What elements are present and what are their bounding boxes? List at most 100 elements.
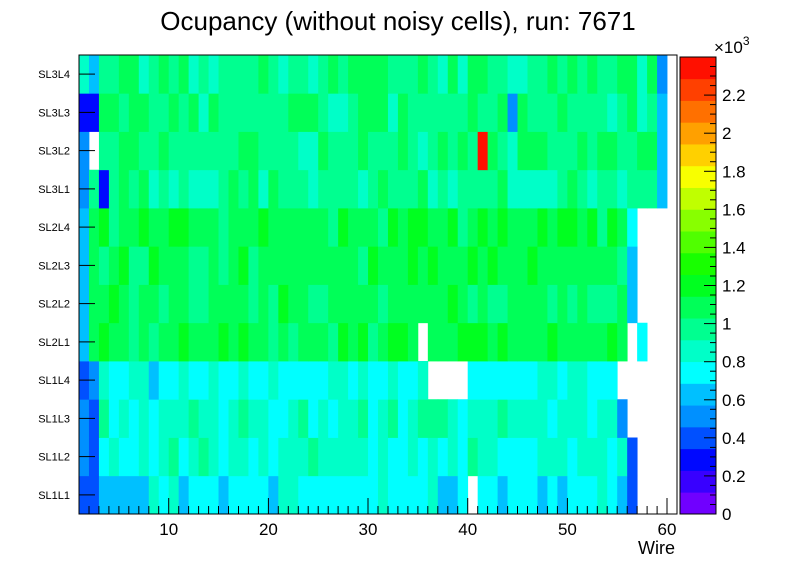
heatmap-cell (427, 322, 439, 362)
heatmap-cell (368, 399, 379, 438)
heatmap-cell (617, 284, 628, 324)
heatmap-cell (417, 284, 429, 324)
heatmap-cell (417, 131, 429, 171)
color-scale-bin (680, 57, 716, 80)
heatmap-cell (328, 475, 339, 515)
heatmap-cell (368, 322, 379, 362)
heatmap-cell (178, 475, 190, 515)
heatmap-cell (308, 55, 319, 94)
heatmap-cell (537, 284, 548, 324)
heatmap-cell (168, 322, 180, 362)
y-tick-label: SL3L4 (38, 69, 70, 81)
heatmap-cell (557, 208, 568, 247)
color-scale-tick-label: 1.4 (722, 238, 746, 257)
heatmap-cell (308, 475, 319, 515)
heatmap-cell (427, 208, 439, 247)
heatmap-cell (258, 246, 269, 285)
heatmap-cell (268, 322, 279, 362)
heatmap-cell (447, 246, 459, 285)
heatmap-cell (457, 131, 469, 171)
heatmap-cell (358, 93, 369, 132)
heatmap-cell (358, 361, 369, 400)
heatmap-cell (318, 208, 329, 247)
heatmap-cell (387, 475, 399, 515)
heatmap-cell (358, 475, 369, 515)
heatmap-cell (168, 169, 180, 209)
heatmap-cell (338, 475, 349, 515)
heatmap-cell (607, 475, 618, 515)
multiplier-base: ×10 (714, 38, 743, 57)
heatmap-cell (128, 55, 140, 94)
heatmap-cell (427, 131, 439, 171)
heatmap-cell (338, 208, 349, 247)
heatmap-cell (417, 361, 429, 400)
heatmap-cell (258, 361, 269, 400)
heatmap-cell (467, 361, 479, 400)
heatmap-cell (607, 246, 618, 285)
heatmap-cell (437, 399, 449, 438)
heatmap-cell (288, 246, 299, 285)
heatmap-cell (208, 208, 219, 247)
heatmap-cell (447, 475, 459, 515)
heatmap-cell (577, 208, 588, 247)
heatmap-cell (208, 169, 219, 209)
heatmap-cell (218, 437, 229, 477)
heatmap-cell (467, 55, 479, 94)
heatmap-cell (98, 399, 110, 438)
heatmap-cell (368, 475, 379, 515)
heatmap-cell (138, 475, 150, 515)
heatmap-cell (268, 399, 279, 438)
heatmap-cell (178, 246, 190, 285)
heatmap-cell (178, 55, 190, 94)
heatmap-cell (527, 246, 538, 285)
heatmap-cell (547, 169, 558, 209)
heatmap-cell (358, 437, 369, 477)
heatmap-cell (158, 55, 170, 94)
heatmap-cell (348, 437, 359, 477)
color-scale-bin (680, 122, 716, 145)
heatmap-cell (467, 399, 479, 438)
heatmap-cell (477, 208, 489, 247)
heatmap-cell (268, 437, 279, 477)
heatmap-cell (138, 399, 150, 438)
heatmap-cell (188, 131, 199, 171)
heatmap-cell (248, 475, 259, 515)
heatmap-cell (228, 284, 239, 324)
heatmap-cell (397, 208, 409, 247)
heatmap-cell (477, 246, 489, 285)
heatmap-cell (378, 208, 389, 247)
heatmap-cell (477, 93, 489, 132)
heatmap-cell (557, 361, 568, 400)
heatmap-cell (587, 93, 598, 132)
heatmap-cell (547, 131, 558, 171)
heatmap-cell (208, 284, 219, 324)
heatmap-cell (308, 322, 319, 362)
heatmap-cell (587, 361, 598, 400)
heatmap-cell (387, 131, 399, 171)
heatmap-cell (128, 437, 140, 477)
heatmap-cell (128, 169, 140, 209)
heatmap-cell (567, 169, 578, 209)
heatmap-cell (387, 55, 399, 94)
y-tick-label: SL1L3 (38, 413, 70, 425)
heatmap-cell (457, 475, 469, 515)
heatmap-cell (238, 437, 249, 477)
heatmap-cell (437, 284, 449, 324)
heatmap-cell (108, 93, 120, 132)
heatmap-cell (597, 475, 608, 515)
heatmap-cell (477, 361, 489, 400)
heatmap-cell (517, 284, 528, 324)
heatmap-cell (577, 322, 588, 362)
heatmap-cell (248, 93, 259, 132)
heatmap-cell (427, 437, 439, 477)
heatmap-cell (108, 475, 120, 515)
heatmap-cell (118, 399, 130, 438)
heatmap-cell (487, 361, 498, 400)
heatmap-cell (238, 399, 249, 438)
color-scale-tick-label: 0.6 (722, 391, 746, 410)
heatmap-cell (617, 399, 628, 438)
heatmap-cell (577, 437, 588, 477)
heatmap-cell (557, 169, 568, 209)
color-scale-bin (680, 383, 716, 406)
heatmap-cell (427, 55, 439, 94)
